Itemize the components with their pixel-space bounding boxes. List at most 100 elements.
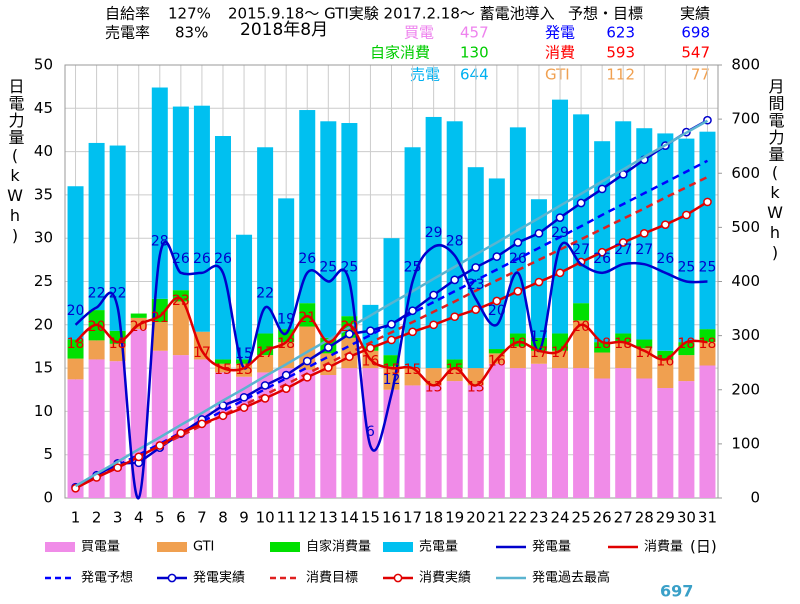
x-tick-label: 25 [572,509,591,527]
legend-label: 発電過去最高 [532,570,610,586]
data-label: 18 [593,336,611,352]
data-label: 26 [509,251,527,267]
line-marker [660,220,670,230]
bar-segment [172,106,189,291]
bar-segment [383,355,400,367]
y2-tick-label: 500 [731,218,760,236]
line-marker [323,343,333,352]
data-label: 20 [67,303,85,319]
line-marker [302,356,312,366]
legend-item: 発電過去最高 [496,570,610,586]
bar-segment [341,123,358,317]
line-marker [345,329,354,339]
bar-segment [573,114,590,304]
legend-item: 買電量 [45,540,120,555]
data-label: 18 [67,336,85,352]
line-marker [513,238,523,247]
summary-label: 自家消費 [370,44,430,62]
line-marker [197,419,207,429]
line [74,119,709,488]
legend-label: 消費目標 [306,571,358,586]
x-tick-label: 10 [256,509,275,527]
data-label: 15 [214,362,232,378]
line-marker [555,213,565,222]
bar-segment [446,381,463,498]
bar-segment [678,355,695,382]
y-tick-label: 35 [34,185,53,203]
line-marker [239,403,249,412]
plan-heading: 予想・目標 [568,5,643,23]
legend-label: 買電量 [81,540,120,555]
line-marker [345,352,354,362]
y2-tick-label: 300 [731,326,760,344]
data-label: 26 [656,251,674,267]
data-label: 15 [235,362,253,378]
bar-segment [88,142,105,311]
data-label: 16 [488,353,506,369]
y2-tick-label: 400 [731,272,760,290]
line-marker [134,452,144,462]
line-marker [302,372,312,382]
line-marker [408,306,417,316]
data-label: 22 [256,285,274,301]
summary-value: 457 [460,24,489,42]
y-tick-label: 40 [34,142,53,160]
x-tick-label: 5 [155,509,165,527]
bar-segment [193,359,210,498]
bar-segment [467,385,484,498]
x-tick-label: 7 [197,509,207,527]
data-label: 20 [488,303,506,319]
x-tick-label: 21 [487,509,506,527]
data-label: 15 [235,346,253,362]
y2-tick-label: 0 [750,489,760,507]
data-label: 17 [256,345,274,361]
past-max-total: 697 [660,582,693,601]
data-label: 29 [425,225,443,241]
data-label: 20 [88,319,106,335]
bar-segment [278,368,295,498]
bar-segment [425,116,442,369]
line-marker [492,296,502,306]
line-marker [513,286,523,296]
x-tick-label: 20 [466,509,485,527]
x-tick-label: 23 [529,509,548,527]
bar-segment [615,368,632,498]
data-label: 17 [530,345,548,361]
data-label: 18 [109,336,127,352]
bar-segment [552,368,569,498]
bar-segment [257,147,274,334]
bar-segment [67,358,84,380]
line-marker [534,277,544,287]
line-marker [703,197,712,207]
bar-segment [657,350,674,360]
sell-rate-label: 売電率 [105,24,150,42]
x-tick-label: 16 [382,509,401,527]
line [74,175,709,489]
history: 2015.9.18～ GTI実験 2017.2.18～ 蓄電池導入 [228,5,555,23]
x-tick-label: 12 [298,509,317,527]
bar-segment [699,131,716,330]
summary-label: 発電 [545,24,575,42]
bar-segment [509,346,526,369]
line-marker [450,275,460,285]
bar-segment [109,145,126,331]
summary-label: 買電 [404,24,434,42]
month: 2018年8月 [240,20,328,40]
legend-swatch [270,542,300,552]
x-tick-label: 22 [508,509,527,527]
legend-swatch [157,542,187,552]
bar-segment [214,372,231,498]
line-marker [239,392,249,402]
data-label: 23 [172,293,190,309]
x-tick-label: 4 [134,509,144,527]
line-marker [682,210,691,220]
bar-segment [530,350,547,364]
data-label: 23 [467,277,485,293]
bar-segment [636,339,653,349]
bar-segment [88,359,105,498]
bar-segment [615,342,632,369]
bar-segment [636,378,653,498]
legend-item: 消費量 [608,540,683,555]
bar-segment [236,234,253,360]
data-label: 18 [277,336,295,352]
